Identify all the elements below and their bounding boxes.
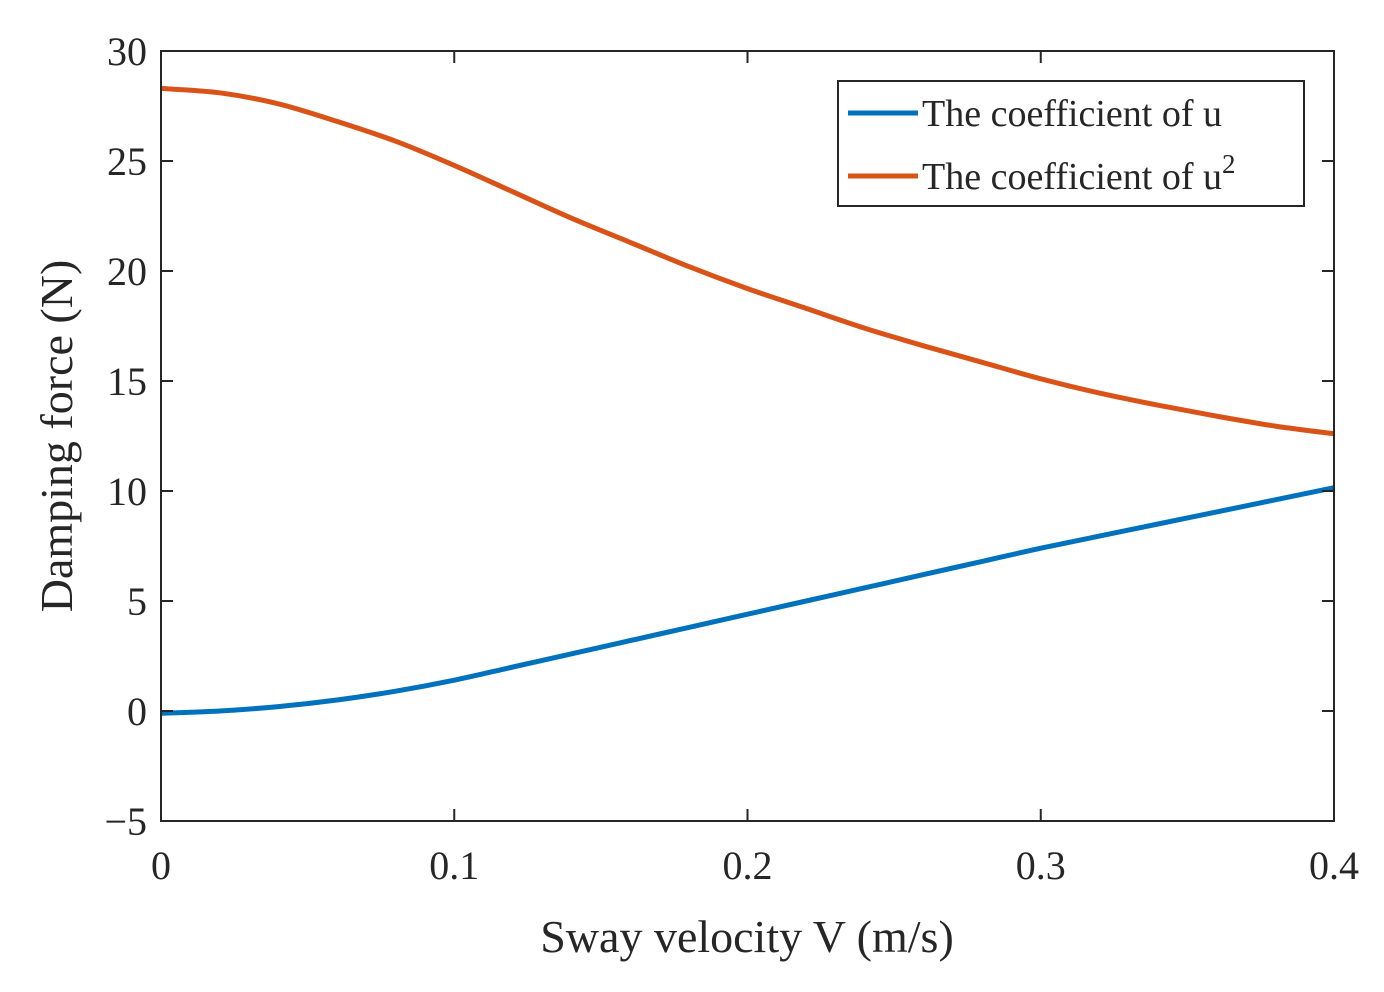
plot-frame <box>160 50 1335 822</box>
y-tick-label: 10 <box>107 469 147 514</box>
x-tick-label: 0.4 <box>1309 843 1359 888</box>
y-tick-label: 30 <box>107 29 147 74</box>
x-axis-title: Sway velocity V (m/s) <box>540 911 954 962</box>
y-tick-label: −5 <box>104 799 147 844</box>
x-tick-label: 0.1 <box>429 843 479 888</box>
series-line-2 <box>160 85 1335 437</box>
y-tick-label: 20 <box>107 249 147 294</box>
y-tick-label: 0 <box>127 689 147 734</box>
x-tick-label: 0.3 <box>1016 843 1066 888</box>
legend: The coefficient of u The coefficient of u… <box>837 80 1305 207</box>
legend-label-1: The coefficient of u <box>922 93 1222 135</box>
series-layer <box>160 85 1335 716</box>
series-line-1 <box>160 485 1335 716</box>
y-tick-label: 25 <box>107 139 147 184</box>
y-tick-label: 15 <box>107 359 147 404</box>
x-tick-label: 0 <box>151 843 171 888</box>
legend-label-2: The coefficient of u2 <box>922 149 1236 198</box>
legend-entries: The coefficient of u The coefficient of u… <box>848 93 1236 198</box>
legend-superscript: 2 <box>1222 149 1236 179</box>
legend-box <box>837 80 1305 207</box>
y-tick-label: 5 <box>127 579 147 624</box>
y-axis-title: Damping force (N) <box>31 260 82 613</box>
x-tick-label: 0.2 <box>723 843 773 888</box>
